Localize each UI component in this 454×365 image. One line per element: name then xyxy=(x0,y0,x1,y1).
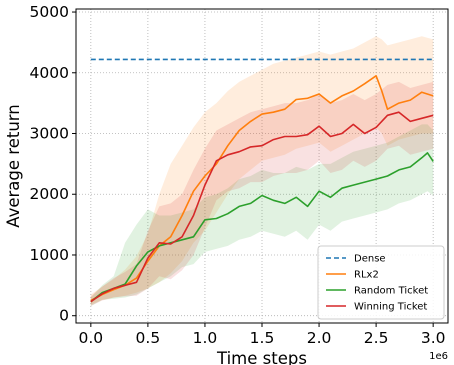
series-lines xyxy=(90,58,434,303)
confidence-bands xyxy=(90,36,434,307)
x-axis-label: Time steps xyxy=(216,349,307,365)
x-tick-label: 1.0 xyxy=(193,329,218,347)
x-tick-label: 0.0 xyxy=(79,329,104,347)
x-tick-label: 2.0 xyxy=(307,329,332,347)
band-winning-ticket xyxy=(90,81,434,307)
legend-box xyxy=(317,245,445,320)
y-tick-label: 0 xyxy=(59,307,69,325)
y-tick-label: 4000 xyxy=(30,64,69,82)
band-random-ticket xyxy=(90,124,434,307)
legend-label-random-ticket: Random Ticket xyxy=(354,286,428,297)
x-tick-label: 0.5 xyxy=(136,329,161,347)
y-tick-label: 1000 xyxy=(30,246,69,264)
band-rlx2 xyxy=(90,36,434,305)
axis-ticks: 0.0 0.5 1.0 1.5 2.0 2.5 3.0 0 1000 2000 3000 4000 50… xyxy=(30,3,446,347)
x-tick-label: 1.5 xyxy=(250,329,275,347)
legend-label-rlx2: RLx2 xyxy=(354,270,379,281)
line-winning-ticket xyxy=(90,111,434,303)
line-rlx2 xyxy=(90,75,434,302)
y-axis-label: Average return xyxy=(4,104,23,227)
x-offset-label: 1e6 xyxy=(429,351,448,362)
legend-label-dense: Dense xyxy=(354,254,386,265)
legend: Dense RLx2 Random Ticket Winning Ticket xyxy=(317,245,445,320)
x-tick-label: 3.0 xyxy=(421,329,446,347)
line-random-ticket xyxy=(90,152,434,303)
y-tick-label: 5000 xyxy=(30,3,69,21)
x-tick-label: 2.5 xyxy=(364,329,389,347)
y-tick-label: 2000 xyxy=(30,185,69,203)
legend-label-winning-ticket: Winning Ticket xyxy=(354,302,427,313)
y-tick-label: 3000 xyxy=(30,125,69,143)
